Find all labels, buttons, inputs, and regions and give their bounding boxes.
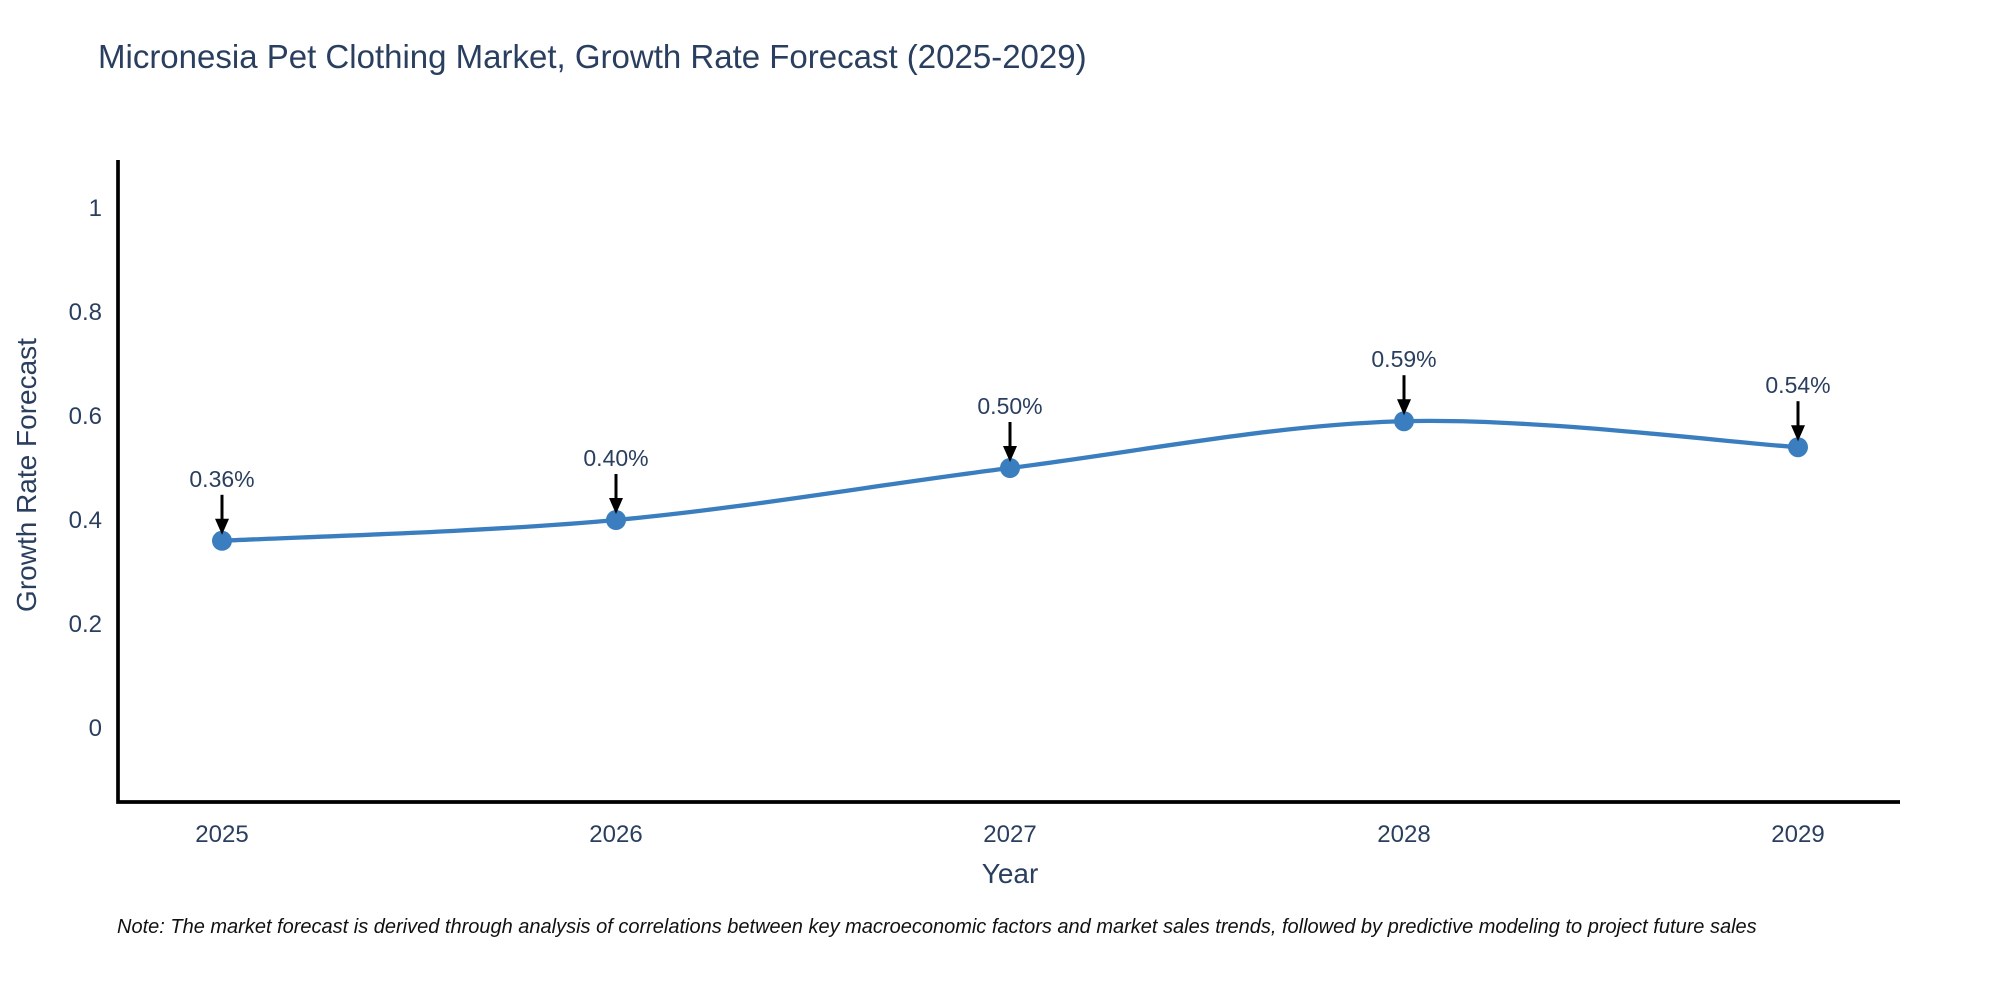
annotation-arrowhead <box>609 498 623 514</box>
annotation-arrowhead <box>1397 399 1411 416</box>
y-tick-label: 0.8 <box>69 299 102 326</box>
annotation-label: 0.36% <box>189 466 254 492</box>
annotation-label: 0.59% <box>1371 346 1436 372</box>
x-tick-label: 2027 <box>983 821 1036 848</box>
annotation-arrowhead <box>215 518 229 535</box>
y-tick-label: 0.4 <box>69 507 102 534</box>
data-point-marker <box>1000 458 1020 478</box>
chart-title: Micronesia Pet Clothing Market, Growth R… <box>98 38 1087 75</box>
data-point-marker <box>1394 411 1414 432</box>
x-axis-title: Year <box>981 858 1039 889</box>
annotation-arrowhead <box>1791 425 1805 442</box>
data-point-marker <box>1788 437 1808 458</box>
data-point-marker <box>212 530 232 551</box>
annotation-arrowhead <box>1003 446 1017 462</box>
data-point-marker <box>606 510 626 530</box>
y-tick-label: 0.6 <box>69 403 102 430</box>
axis-line <box>116 160 1900 804</box>
annotation-label: 0.54% <box>1765 372 1830 398</box>
x-tick-label: 2029 <box>1771 821 1824 848</box>
y-tick-label: 0.2 <box>69 611 102 638</box>
x-tick-label: 2028 <box>1377 821 1430 848</box>
x-tick-label: 2026 <box>589 821 642 848</box>
annotation-label: 0.40% <box>583 445 648 471</box>
y-tick-label: 0 <box>89 715 102 742</box>
y-tick-label: 1 <box>89 195 102 222</box>
annotation-label: 0.50% <box>977 393 1042 419</box>
x-tick-label: 2025 <box>195 821 248 848</box>
footnote: Note: The market forecast is derived thr… <box>117 916 1757 938</box>
